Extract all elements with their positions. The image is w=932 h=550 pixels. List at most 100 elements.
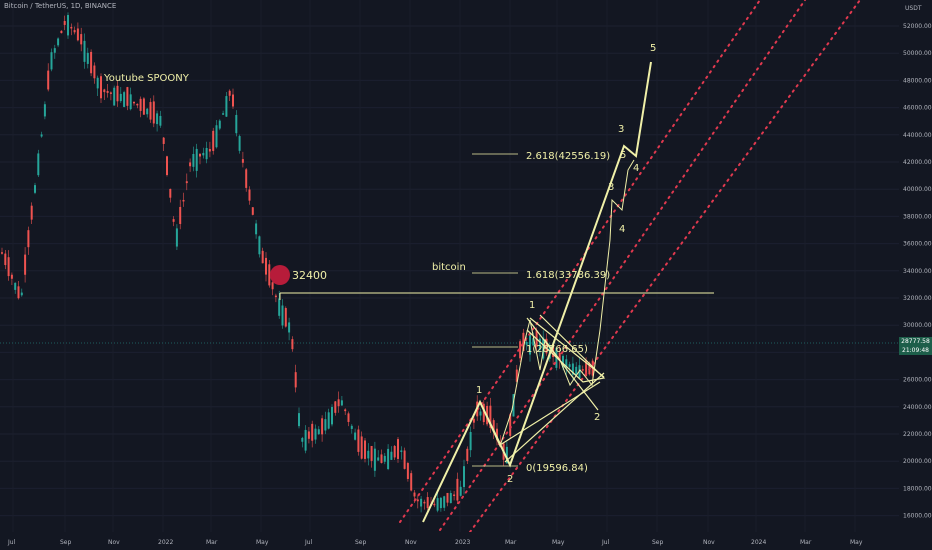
candle-body [515,369,518,382]
candle-body [545,338,548,354]
candle-body [179,206,182,224]
bitcoin-label: bitcoin [432,262,466,273]
time-tick-label: May [256,539,269,546]
candle-body [47,70,50,90]
time-tick-label: Nov [405,539,417,546]
candle-body [410,473,413,491]
time-axis-panel[interactable] [0,532,932,550]
time-tick-label: Mar [505,539,517,546]
fib-0-label: 0(19596.84) [526,463,588,474]
candle-body [426,497,429,509]
candle-body [255,223,258,235]
candle-body [37,153,40,176]
candle-body [529,334,531,355]
wave-label-4b: 4 [633,163,639,174]
countdown-value: 21:09:48 [902,347,929,354]
price-tick-label: 44000.00 [903,132,932,139]
candle-body [558,352,561,361]
candle-body [189,162,192,167]
candle-body [294,372,297,388]
time-tick-label: Jul [304,539,313,546]
candle-body [327,412,330,429]
candle-body [248,189,251,201]
candle-body [123,92,126,107]
fib-1-label: 1(28766.65) [526,344,588,355]
candle-body [53,48,56,53]
candle-body [281,305,284,326]
time-tick-label: Jul [601,539,610,546]
candle-body [149,102,152,120]
price-tick-label: 36000.00 [903,241,932,248]
candle-body [334,401,337,413]
candle-body [400,450,403,452]
candle-body [139,98,142,111]
candle-body [403,450,406,469]
candle-body [321,418,324,435]
candle-body [373,448,376,471]
candle-body [185,181,188,184]
candle-body [472,418,475,423]
candle-body [354,432,357,440]
candle-body [265,257,267,275]
candle-body [301,437,304,442]
wave-label-2a: 2 [507,474,513,485]
fib-1618-label: 1.618(33786.39) [526,270,610,281]
wave-label-5a: 5 [620,150,626,161]
candle-body [129,94,132,110]
time-tick-label: Nov [108,539,120,546]
candle-body [245,169,248,188]
candle-body [93,65,96,79]
candle-body [288,322,291,333]
candle-body [268,264,271,286]
candle-body [205,147,208,160]
candle-body [433,503,436,506]
price-axis-panel[interactable] [899,0,932,550]
candle-body [103,89,106,93]
candle-body [505,446,508,464]
candle-body [387,448,390,470]
candle-body [222,113,225,115]
candle-body [100,76,102,99]
wave-label-5b: 5 [650,43,656,54]
candle-body [133,101,135,104]
price-tick-label: 46000.00 [903,105,932,112]
wave-line [526,317,599,411]
candle-body [162,137,165,144]
candle-body [218,120,221,129]
candle-body [509,414,512,436]
candle-body [202,152,205,156]
candle-body [446,492,449,503]
candle-body [241,159,244,163]
candle-body [489,405,492,428]
candle-body [235,114,238,134]
symbol-title[interactable]: Bitcoin / TetherUS, 1D, BINANCE [4,2,117,10]
channel-lines [399,0,861,533]
youtube-label: Youtube SPOONY [103,73,190,84]
candle-body [562,355,564,368]
candle-body [156,113,159,125]
candle-body [90,51,93,74]
candle-body [492,420,495,432]
candle-body [142,98,145,115]
candle-body [86,52,89,64]
candle-body [212,130,215,151]
level-badge-text: 32400 [292,269,327,282]
candle-body [360,436,363,459]
candle-body [331,406,333,425]
candle-body [67,15,69,36]
candle-body [380,454,383,463]
candle-body [251,207,254,215]
candle-body [208,148,211,152]
price-tick-label: 40000.00 [903,186,932,193]
price-tick-label: 34000.00 [903,268,932,275]
candle-body [397,439,399,459]
candle-body [83,40,86,62]
price-tick-label: 22000.00 [903,431,932,438]
candle-body [232,94,234,107]
candle-body [383,455,386,462]
time-tick-label: 2024 [751,539,766,546]
candle-body [340,400,343,406]
candle-body [568,364,571,367]
price-tick-label: 42000.00 [903,159,932,166]
